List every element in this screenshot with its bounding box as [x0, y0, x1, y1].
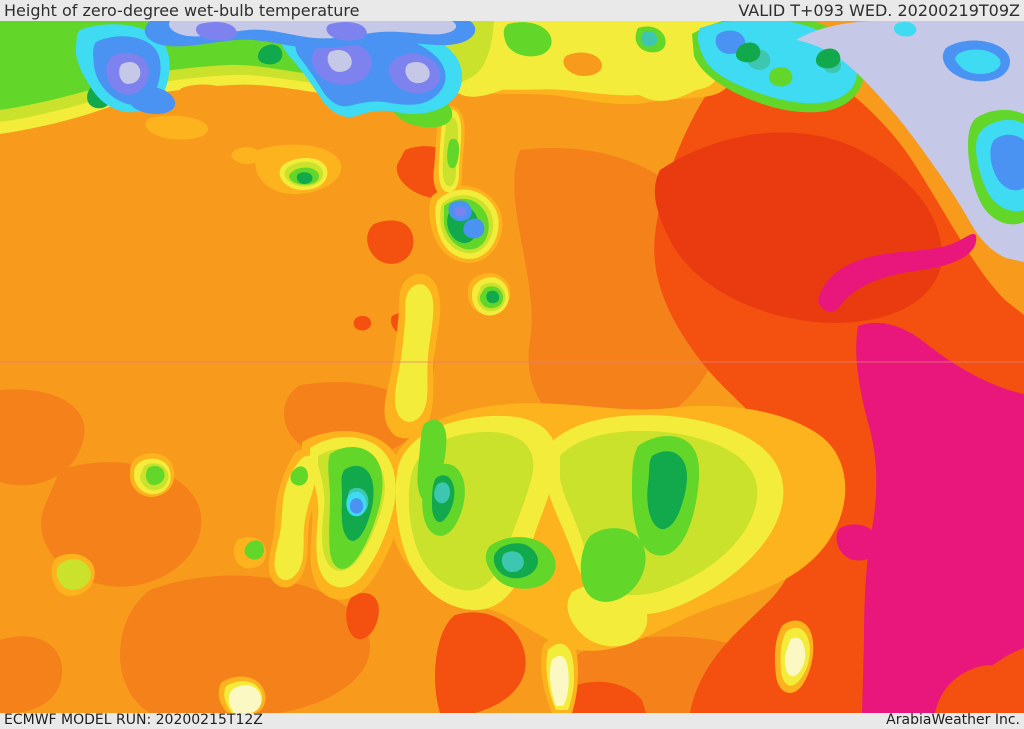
- contour: [567, 584, 648, 647]
- contour: [435, 612, 526, 713]
- contour: [563, 52, 603, 76]
- contour: [715, 30, 746, 54]
- contour: [56, 559, 91, 590]
- contour: [244, 540, 264, 560]
- contour: [346, 592, 379, 640]
- contour: [769, 67, 793, 87]
- header-bar: Height of zero-degree wet-bulb temperatu…: [0, 0, 1024, 21]
- contour: [549, 655, 569, 706]
- contour: [257, 44, 283, 65]
- footer-bar: ECMWF MODEL RUN: 20200215T12Z ArabiaWeat…: [0, 712, 1024, 729]
- contour: [735, 42, 761, 63]
- contour: [228, 685, 262, 713]
- contour: [935, 665, 1005, 713]
- contour: [955, 49, 1001, 74]
- contour: [145, 465, 165, 486]
- contour: [463, 218, 485, 239]
- page-title: Height of zero-degree wet-bulb temperatu…: [4, 1, 360, 20]
- contour: [367, 220, 414, 264]
- contour: [434, 482, 450, 504]
- contour-fills: [0, 21, 1024, 713]
- contour: [836, 524, 879, 561]
- attribution-label: ArabiaWeather Inc.: [886, 712, 1020, 728]
- contour: [454, 206, 467, 217]
- contour: [178, 84, 242, 111]
- contour: [796, 21, 1024, 262]
- contour: [894, 21, 917, 37]
- contour: [145, 115, 209, 140]
- contour: [405, 62, 430, 84]
- forecast-map-canvas: [0, 21, 1024, 713]
- contour: [349, 498, 364, 514]
- contour: [447, 138, 460, 169]
- contour: [580, 528, 646, 602]
- contour: [815, 48, 841, 69]
- contour: [296, 172, 313, 184]
- contour: [168, 21, 457, 39]
- contour: [196, 22, 237, 41]
- model-run-label: ECMWF MODEL RUN: 20200215T12Z: [4, 712, 263, 728]
- contour: [119, 62, 141, 84]
- contour: [128, 87, 176, 114]
- contour: [231, 147, 260, 164]
- contour: [990, 134, 1024, 191]
- contour: [784, 637, 806, 677]
- contour: [856, 322, 1024, 713]
- contour: [120, 575, 371, 713]
- contour: [0, 389, 85, 486]
- contour: [353, 315, 372, 331]
- contour: [0, 636, 63, 713]
- contour: [501, 551, 524, 572]
- contour: [560, 681, 646, 713]
- contour: [326, 22, 367, 41]
- contour: [818, 233, 977, 312]
- contour: [486, 290, 500, 304]
- contour: [394, 284, 434, 422]
- contour: [641, 30, 658, 47]
- validity-label: VALID T+093 WED. 20200219T09Z: [738, 1, 1020, 20]
- contour: [647, 451, 687, 530]
- contour: [290, 466, 308, 486]
- contour: [503, 22, 552, 57]
- contour: [274, 455, 318, 581]
- contour: [327, 50, 352, 72]
